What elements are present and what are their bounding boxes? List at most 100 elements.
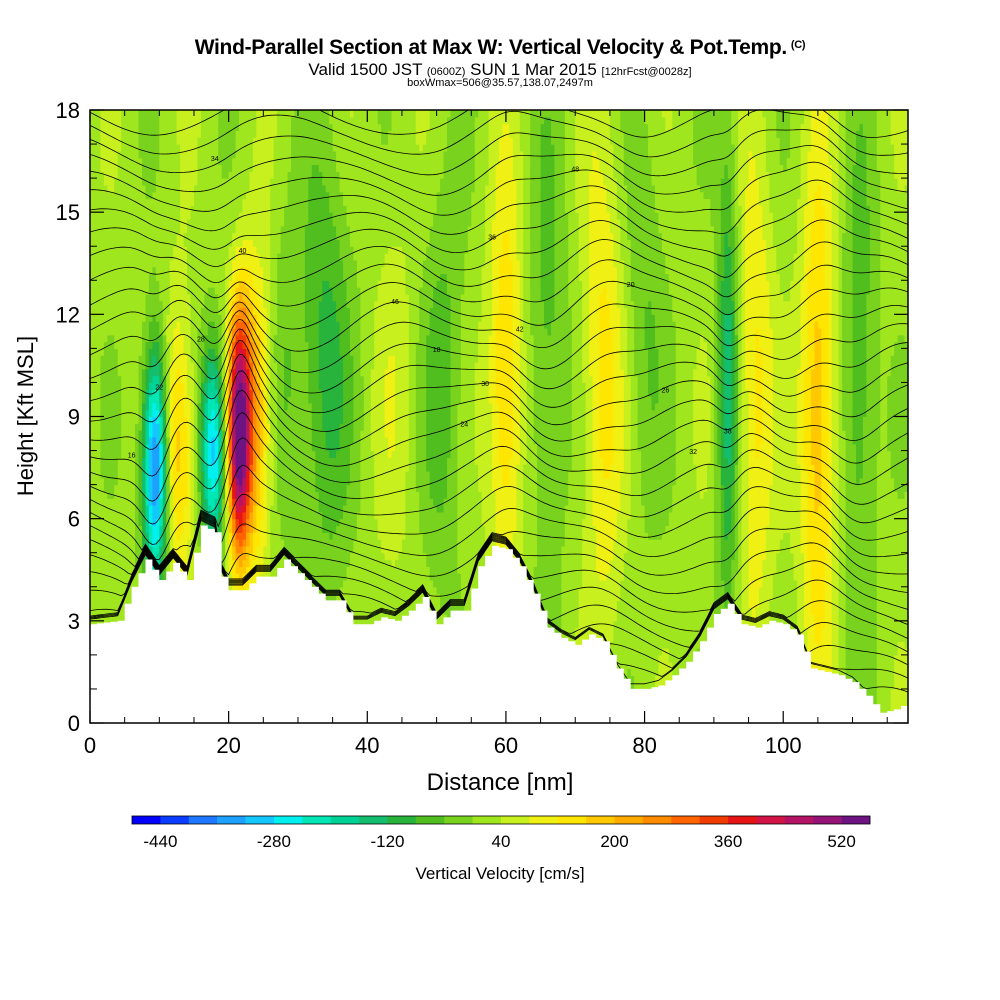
velocity-cell <box>124 178 129 186</box>
velocity-cell <box>128 232 133 241</box>
velocity-cell <box>155 450 160 458</box>
velocity-cell <box>145 532 150 540</box>
velocity-cell <box>259 321 264 329</box>
velocity-cell <box>114 505 119 513</box>
velocity-cell <box>242 464 247 472</box>
velocity-cell <box>249 477 254 486</box>
velocity-cell <box>173 498 178 506</box>
velocity-cell <box>162 505 167 513</box>
velocity-cell <box>207 137 212 145</box>
velocity-cell <box>263 314 268 322</box>
velocity-cell <box>228 150 233 159</box>
velocity-cell <box>138 368 143 377</box>
velocity-cell <box>211 123 216 132</box>
velocity-cell <box>183 464 188 472</box>
velocity-cell <box>124 164 129 172</box>
velocity-cell <box>159 300 164 309</box>
velocity-cell <box>152 212 157 220</box>
velocity-cell <box>103 293 108 302</box>
velocity-cell <box>131 464 136 472</box>
velocity-cell <box>193 498 199 506</box>
velocity-cell <box>225 457 230 465</box>
velocity-cell <box>273 144 278 152</box>
velocity-cell <box>114 532 119 540</box>
velocity-cell <box>200 239 205 247</box>
velocity-cell <box>93 375 98 384</box>
velocity-cell <box>249 545 254 554</box>
velocity-cell <box>200 205 205 213</box>
velocity-cell <box>207 150 212 159</box>
velocity-cell <box>270 184 275 193</box>
velocity-cell <box>131 164 136 172</box>
velocity-cell <box>148 477 153 486</box>
velocity-cell <box>114 464 119 472</box>
velocity-cell <box>90 355 95 363</box>
velocity-cell <box>218 218 223 227</box>
velocity-cell <box>159 273 164 281</box>
velocity-cell <box>273 178 278 186</box>
velocity-cell <box>176 532 181 540</box>
velocity-cell <box>114 539 119 547</box>
velocity-cell <box>124 205 129 213</box>
velocity-cell <box>180 287 185 295</box>
velocity-cell <box>221 525 226 533</box>
velocity-cell <box>103 191 108 200</box>
velocity-cell <box>90 443 95 452</box>
velocity-cell <box>107 355 112 363</box>
velocity-cell <box>180 246 185 254</box>
velocity-cell <box>131 396 136 404</box>
velocity-cell <box>162 362 167 370</box>
velocity-cell <box>245 477 251 486</box>
velocity-cell <box>239 545 244 554</box>
velocity-cell <box>218 396 223 404</box>
velocity-cell <box>249 450 254 458</box>
velocity-cell <box>221 409 226 418</box>
velocity-cell <box>148 423 153 431</box>
velocity-cell <box>103 430 108 438</box>
velocity-cell <box>273 545 278 554</box>
velocity-cell <box>211 157 216 166</box>
velocity-cell <box>252 470 257 479</box>
velocity-cell <box>128 532 133 540</box>
velocity-cell <box>193 518 199 527</box>
velocity-cell <box>245 341 251 349</box>
velocity-cell <box>252 464 257 472</box>
velocity-cell <box>100 375 105 384</box>
velocity-cell <box>239 389 244 397</box>
velocity-cell <box>152 266 157 275</box>
velocity-cell <box>107 327 112 336</box>
velocity-cell <box>138 259 143 268</box>
velocity-cell <box>225 327 230 336</box>
velocity-cell <box>128 157 133 166</box>
velocity-cell <box>107 218 112 227</box>
velocity-cell <box>93 293 98 302</box>
velocity-cell <box>114 430 119 438</box>
velocity-cell <box>96 150 101 159</box>
velocity-cell <box>100 402 105 411</box>
velocity-cell <box>232 450 237 458</box>
velocity-cell <box>162 539 167 547</box>
velocity-cell <box>221 457 226 465</box>
velocity-cell <box>187 552 192 561</box>
velocity-cell <box>277 396 282 404</box>
velocity-cell <box>141 150 147 159</box>
velocity-cell <box>218 300 223 309</box>
velocity-cell <box>107 300 112 309</box>
velocity-cell <box>259 341 264 349</box>
velocity-cell <box>159 205 164 213</box>
velocity-cell <box>197 525 202 533</box>
velocity-cell <box>218 341 223 349</box>
velocity-cell <box>117 198 122 206</box>
velocity-cell <box>100 539 105 547</box>
velocity-cell <box>221 293 226 302</box>
velocity-cell <box>256 157 261 166</box>
velocity-cell <box>169 212 174 220</box>
velocity-cell <box>193 246 199 254</box>
velocity-cell <box>93 579 98 588</box>
velocity-cell <box>270 498 275 506</box>
velocity-cell <box>103 123 108 132</box>
velocity-cell <box>100 389 105 397</box>
velocity-cell <box>235 402 240 411</box>
velocity-cell <box>96 232 101 241</box>
velocity-cell <box>235 532 240 540</box>
